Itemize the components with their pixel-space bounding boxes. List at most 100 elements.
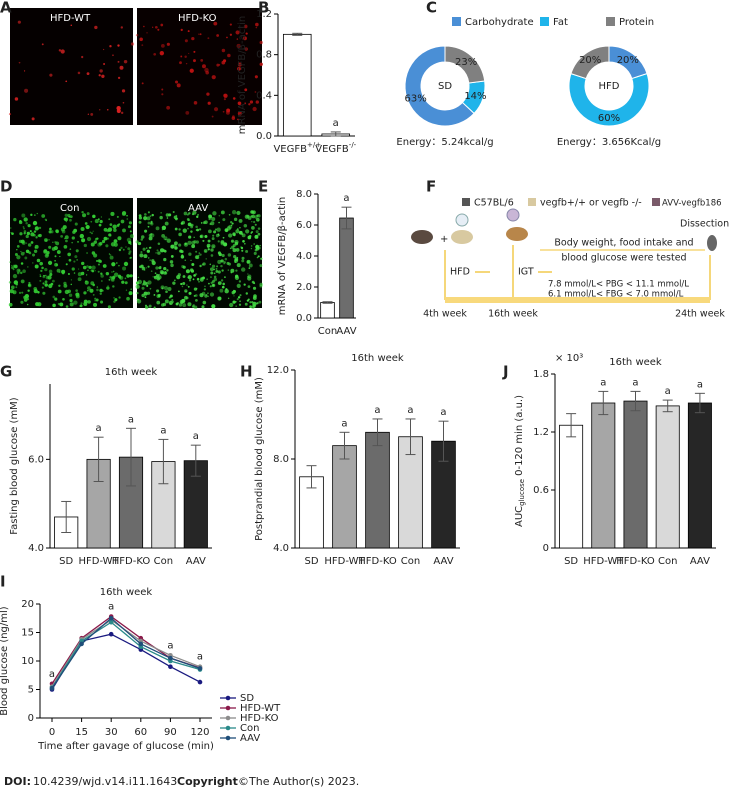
cell — [70, 283, 73, 286]
y-axis-label: mRNA of VEGFB/β-actin — [277, 197, 288, 316]
image-label: Con — [60, 203, 79, 214]
plus: + — [440, 234, 448, 245]
cell — [23, 227, 25, 230]
cell — [140, 238, 144, 241]
cell — [259, 264, 263, 268]
cell — [188, 212, 191, 215]
y-tick-label: 5 — [28, 685, 34, 696]
annotation: a — [333, 118, 339, 129]
cell — [234, 261, 237, 263]
cell — [239, 227, 241, 229]
cell — [138, 220, 142, 224]
cell — [198, 33, 200, 35]
cell — [233, 295, 235, 297]
cell — [152, 26, 154, 28]
cell — [156, 289, 160, 293]
cell — [149, 259, 151, 261]
cell — [238, 280, 242, 283]
cell — [111, 262, 116, 267]
cell — [10, 227, 12, 229]
cell — [198, 228, 202, 231]
cell — [112, 285, 115, 288]
cell — [166, 217, 169, 219]
cell — [174, 279, 176, 282]
diagram-text: 7.8 mmol/L< PBG < 11.1 mmol/L — [548, 280, 689, 290]
cell — [239, 300, 241, 303]
cell — [170, 254, 174, 258]
cell — [237, 62, 242, 67]
cell — [202, 262, 206, 266]
cell — [180, 250, 184, 254]
cell — [257, 232, 261, 236]
legend-swatch — [606, 17, 615, 26]
cell — [90, 113, 94, 116]
cell — [45, 219, 48, 222]
value-label: 20% — [579, 55, 601, 66]
cell — [144, 269, 146, 271]
cell — [204, 285, 206, 288]
cell — [75, 249, 79, 253]
cell — [231, 290, 235, 295]
cell — [243, 36, 247, 41]
cell — [55, 241, 60, 246]
annotation: a — [632, 377, 638, 388]
diagram-text: HFD — [450, 267, 470, 278]
cell — [113, 297, 115, 299]
cell — [80, 226, 85, 232]
legend-label: Con — [240, 723, 259, 734]
cell — [137, 243, 140, 245]
cell — [248, 267, 251, 270]
cell — [170, 263, 174, 268]
cell — [176, 217, 178, 220]
cell — [101, 239, 106, 244]
cell — [255, 230, 259, 234]
cell — [220, 279, 224, 282]
cell — [124, 281, 128, 285]
cell — [235, 229, 240, 234]
cell — [71, 267, 75, 271]
cell — [32, 253, 36, 257]
cell — [257, 246, 261, 250]
cell — [180, 28, 183, 32]
cell — [196, 277, 200, 281]
y-axis-label-sub: glucose — [518, 479, 526, 506]
x-tick-label: SD — [304, 556, 318, 567]
cell — [210, 276, 212, 278]
point — [168, 664, 173, 669]
cell — [48, 239, 50, 241]
cell — [229, 221, 233, 224]
cell — [202, 300, 207, 305]
legend-swatch — [528, 198, 536, 206]
cell — [43, 238, 48, 243]
cell — [97, 218, 100, 221]
cell — [112, 270, 115, 273]
cell — [255, 26, 258, 29]
panel-letter: B — [258, 0, 269, 17]
cell — [176, 83, 181, 88]
cell — [148, 304, 152, 308]
legend-swatch — [540, 17, 549, 26]
cell — [236, 210, 241, 216]
annotation: a — [407, 405, 413, 416]
cell — [164, 221, 169, 226]
cell — [235, 269, 238, 272]
cell — [14, 253, 18, 257]
x-tick-label: 30 — [105, 727, 118, 738]
cell — [96, 237, 99, 240]
y-tick-label: 4.0 — [28, 543, 44, 554]
cell — [182, 265, 186, 269]
energy-note: Energy：3.656Kcal/g — [557, 137, 661, 148]
cell — [231, 245, 235, 249]
cell — [52, 295, 56, 299]
cell — [80, 302, 83, 305]
cell — [79, 304, 83, 308]
cell — [203, 288, 207, 291]
cell — [236, 298, 239, 301]
cell — [54, 259, 56, 262]
point — [197, 666, 203, 671]
cell — [32, 262, 34, 264]
cell — [28, 281, 31, 285]
cell — [108, 218, 111, 221]
cell — [57, 289, 62, 294]
cell — [210, 271, 214, 275]
